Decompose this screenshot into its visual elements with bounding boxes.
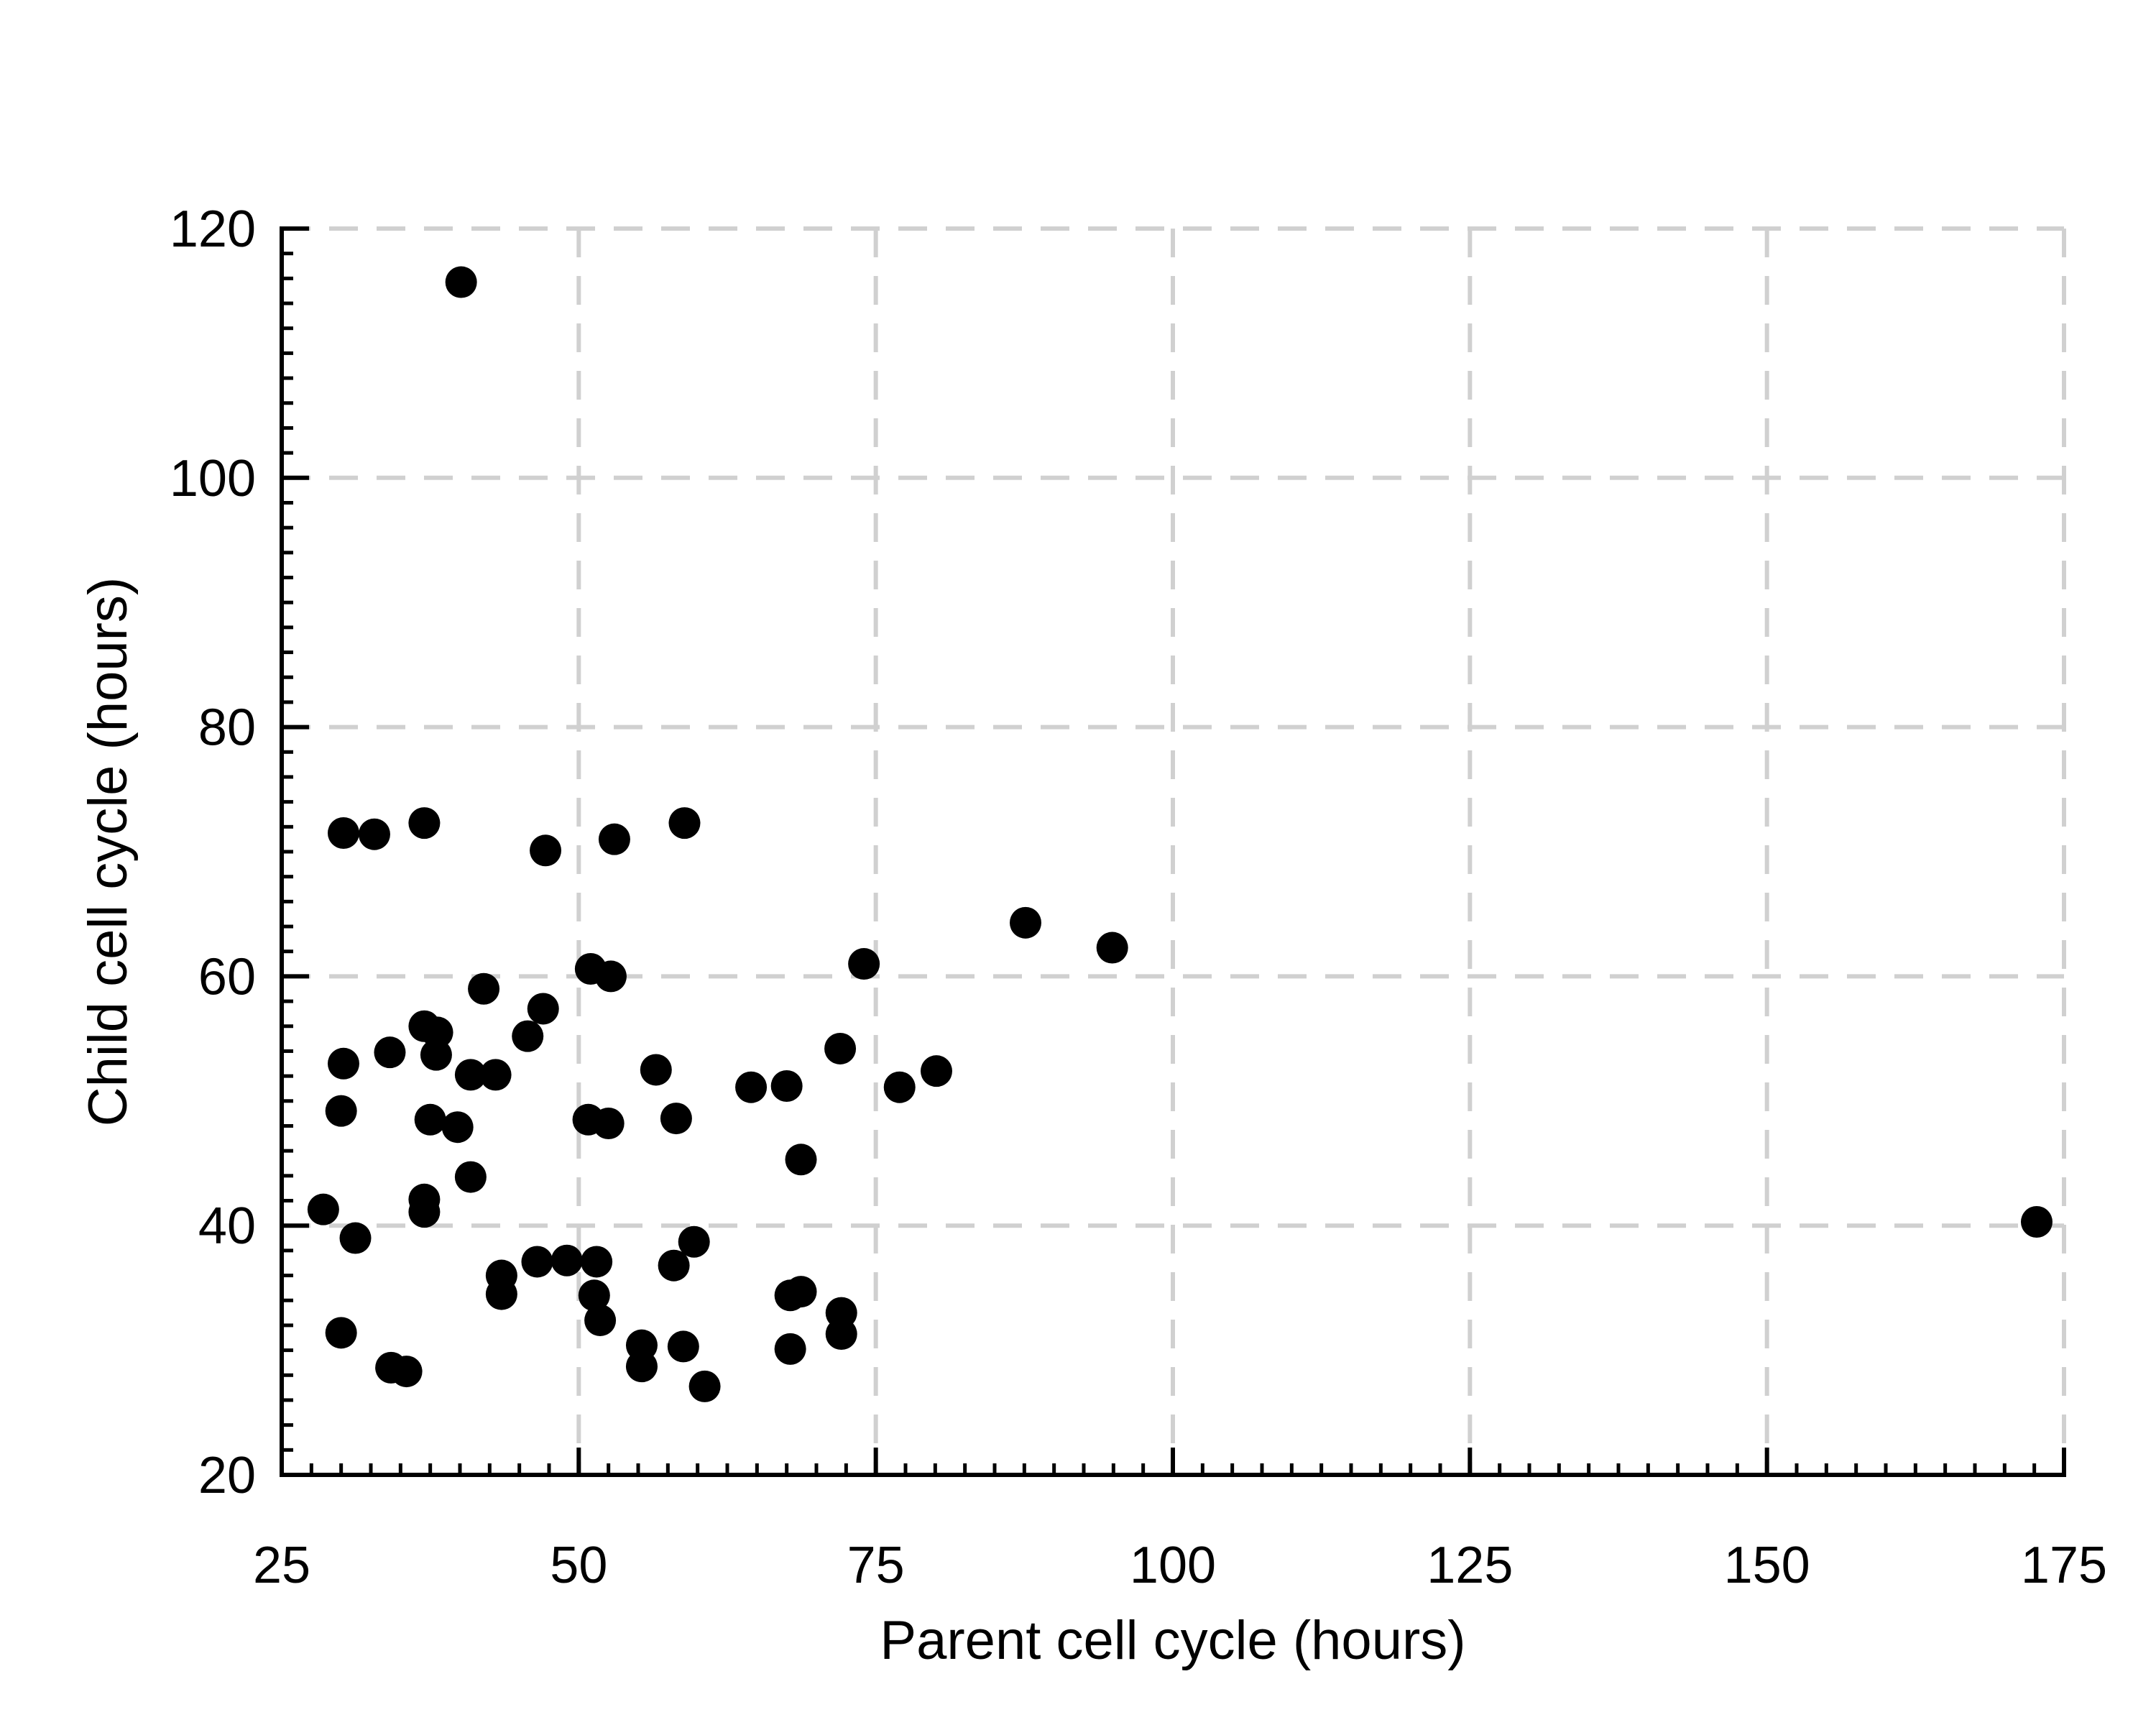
- data-point: [578, 1279, 610, 1312]
- data-point: [770, 1070, 803, 1102]
- data-point: [640, 1054, 672, 1086]
- data-point: [421, 1016, 453, 1049]
- axes: [280, 226, 2066, 1477]
- data-point: [339, 1222, 372, 1254]
- data-point: [358, 818, 390, 850]
- data-point: [512, 1020, 544, 1052]
- data-point: [307, 1193, 339, 1225]
- x-tick-label: 75: [847, 1537, 905, 1594]
- data-point: [408, 807, 441, 840]
- y-tick-label: 40: [198, 1197, 256, 1255]
- data-point: [594, 960, 627, 993]
- y-tick-label: 60: [198, 948, 256, 1006]
- data-point: [420, 1039, 452, 1071]
- x-axis-label: Parent cell cycle (hours): [880, 1610, 1465, 1671]
- data-point: [2020, 1205, 2053, 1238]
- data-point: [658, 1249, 690, 1282]
- y-tick-label: 100: [170, 450, 256, 507]
- x-tick-label: 125: [1427, 1537, 1513, 1594]
- data-point: [468, 972, 500, 1005]
- data-point: [598, 823, 630, 855]
- x-tick-label: 50: [550, 1537, 607, 1594]
- data-point: [668, 807, 701, 840]
- data-point: [785, 1276, 817, 1308]
- x-tick-label: 175: [2021, 1537, 2107, 1594]
- data-point: [825, 1318, 857, 1351]
- data-point: [445, 266, 477, 298]
- y-tick-label: 20: [198, 1447, 256, 1504]
- data-point: [414, 1103, 446, 1136]
- data-point: [327, 816, 359, 849]
- data-point: [485, 1278, 517, 1310]
- data-point: [408, 1196, 441, 1228]
- data-point: [454, 1059, 487, 1091]
- data-point: [441, 1111, 474, 1144]
- data-point: [883, 1071, 916, 1103]
- data-point: [735, 1071, 768, 1103]
- data-point: [325, 1317, 357, 1349]
- data-point: [848, 948, 880, 980]
- data-point: [1009, 906, 1041, 939]
- data-point: [550, 1244, 583, 1276]
- x-tick-label: 100: [1130, 1537, 1216, 1594]
- x-tick-label: 25: [253, 1537, 310, 1594]
- data-point: [592, 1108, 625, 1140]
- data-point: [920, 1055, 952, 1087]
- tick-labels: 25 50 75 100 125 150 175 20 40 60 80 100 120: [170, 201, 2107, 1594]
- data-point: [374, 1036, 406, 1069]
- data-point: [824, 1032, 857, 1064]
- data-point: [581, 1246, 613, 1278]
- y-tick-label: 120: [170, 201, 256, 258]
- data-point: [625, 1351, 658, 1383]
- data-point: [390, 1356, 423, 1388]
- data-point: [678, 1225, 710, 1258]
- data-point: [479, 1059, 512, 1091]
- data-point: [325, 1095, 357, 1127]
- y-axis-label: Child cell cycle (hours): [78, 577, 139, 1126]
- data-point: [660, 1103, 692, 1135]
- y-tick-label: 80: [198, 699, 256, 757]
- data-points: [307, 266, 2053, 1402]
- grid-lines: [282, 226, 2066, 1475]
- data-point: [774, 1333, 806, 1365]
- data-point: [454, 1161, 487, 1193]
- data-point: [530, 834, 562, 867]
- data-point: [688, 1370, 721, 1402]
- data-point: [667, 1330, 699, 1363]
- x-tick-label: 150: [1724, 1537, 1810, 1594]
- data-point: [521, 1246, 553, 1278]
- data-point: [1096, 932, 1128, 964]
- data-point: [327, 1047, 359, 1080]
- data-point: [785, 1144, 817, 1176]
- data-point: [584, 1304, 617, 1336]
- data-point: [527, 993, 559, 1025]
